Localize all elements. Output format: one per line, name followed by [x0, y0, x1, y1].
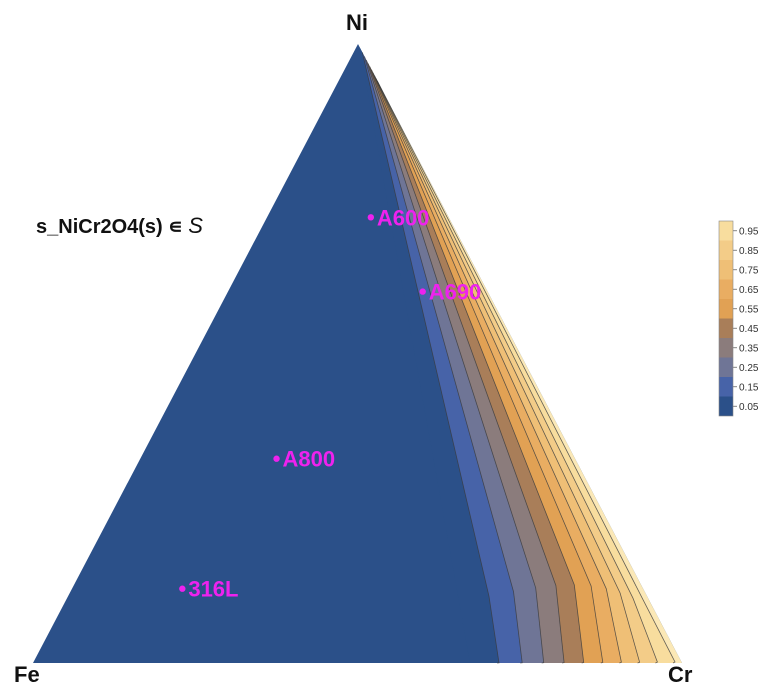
legend-swatch — [719, 221, 733, 241]
alloy-point-316l — [179, 585, 186, 592]
contour-line — [362, 52, 500, 664]
legend-tick-label: 0.15 — [739, 382, 759, 393]
alloy-label-316l: 316L — [188, 577, 238, 602]
alloy-label-a600: A600 — [377, 205, 430, 230]
vertex-label-fe: Fe — [14, 662, 40, 687]
legend-tick-label: 0.75 — [739, 265, 759, 276]
contour-line — [377, 80, 676, 664]
contour-line — [372, 72, 622, 664]
alloy-point-a690 — [419, 288, 426, 295]
legend-swatch — [719, 279, 733, 299]
legend-swatch — [719, 299, 733, 319]
legend-tick-label: 0.65 — [739, 285, 759, 296]
alloy-point-a600 — [367, 214, 375, 221]
legend-tick-label: 0.55 — [739, 304, 759, 315]
legend-swatch — [719, 357, 733, 377]
contour-band — [359, 47, 682, 664]
legend-tick-label: 0.35 — [739, 343, 759, 354]
contour-line — [367, 63, 565, 664]
contour-line — [366, 59, 545, 664]
legend: 0.95 0.85 0.75 0.65 0.55 0.45 0.35 0.25 0.15 0.05 — [718, 220, 759, 417]
contour-bands — [33, 44, 682, 664]
alloy-label-a800: A800 — [283, 447, 336, 472]
contour-line — [364, 56, 523, 664]
legend-swatch — [719, 240, 733, 260]
legend-tick-label: 0.45 — [739, 324, 759, 335]
contour-line — [375, 78, 658, 664]
legend-tick-label: 0.25 — [739, 363, 759, 374]
vertex-label-ni: Ni — [346, 10, 368, 35]
field-annotation: s_NiCr2O4(s) ∊ S — [36, 213, 203, 238]
contour-line — [369, 66, 585, 664]
alloy-label-a690: A690 — [429, 280, 482, 305]
legend-swatch — [719, 396, 733, 416]
legend-swatch — [719, 260, 733, 280]
alloy-points: A600 A690 A800 316L — [179, 205, 482, 602]
contour-line — [371, 69, 604, 664]
legend-swatch — [719, 338, 733, 358]
legend-swatch — [719, 377, 733, 397]
annotation-symbol: S — [188, 213, 203, 238]
contour-line — [374, 75, 641, 664]
annotation-text: s_NiCr2O4(s) ∊ — [36, 216, 188, 238]
alloy-point-a800 — [273, 455, 280, 462]
legend-swatch — [719, 318, 733, 338]
contour-lines — [362, 52, 676, 664]
legend-tick-label: 0.05 — [739, 402, 759, 413]
legend-tick-label: 0.85 — [739, 246, 759, 257]
contour-band-top — [358, 44, 682, 663]
legend-tick-label: 0.95 — [739, 226, 759, 237]
vertex-label-cr: Cr — [668, 662, 693, 687]
contour-band — [366, 60, 682, 664]
legend-frame — [718, 220, 734, 417]
